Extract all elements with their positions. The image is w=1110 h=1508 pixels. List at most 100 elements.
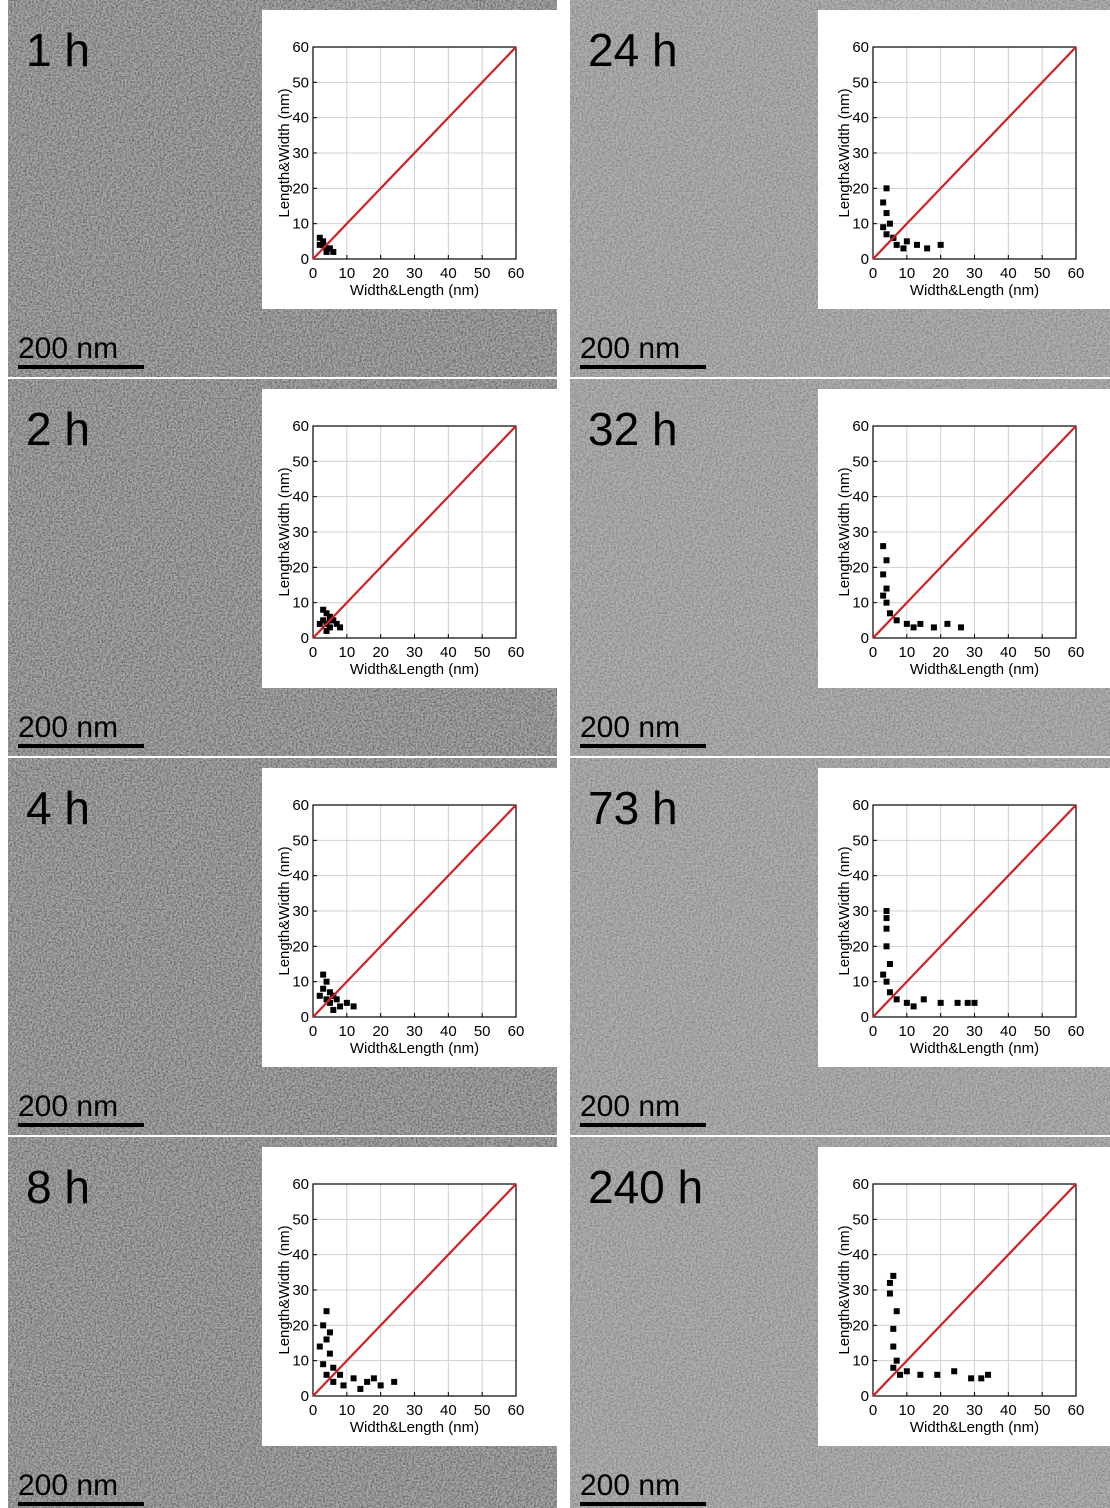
y-tick-label: 40 [852,1247,869,1264]
y-axis-title: Length&Width (nm) [276,1225,293,1354]
scatter-point [893,241,900,248]
scatter-point [903,1368,910,1375]
y-tick-label: 0 [301,251,309,268]
scale-bar-label: 200 nm [580,1469,680,1502]
y-tick-label: 10 [292,974,309,991]
y-tick-label: 50 [292,74,309,91]
scatter-point [323,1336,330,1343]
x-tick-label: 60 [1068,1402,1085,1419]
scatter-point [330,1378,337,1385]
y-tick-label: 60 [292,1176,309,1193]
x-tick-label: 40 [1000,644,1017,661]
x-tick-label: 40 [1000,1023,1017,1040]
scatter-point [910,624,917,631]
scatter-point [320,971,327,978]
scatter-point [320,241,327,248]
reference-line [312,425,517,639]
scatter-point [350,1375,357,1382]
scatter-point [316,241,323,248]
scatter-point [893,1308,900,1315]
scatter-point [337,1003,344,1010]
y-tick-label: 30 [852,145,869,162]
x-tick-label: 60 [508,265,525,282]
x-tick-label: 60 [1068,1023,1085,1040]
x-tick-label: 0 [869,265,877,282]
y-tick-label: 40 [292,110,309,127]
scatter-point [340,1382,347,1389]
x-tick-label: 10 [898,644,915,661]
y-tick-label: 10 [292,595,309,612]
y-tick-label: 40 [292,868,309,885]
scatter-point [326,999,333,1006]
scatter-point [330,1364,337,1371]
time-label: 73 h [588,782,678,834]
x-tick-label: 0 [309,265,317,282]
y-tick-label: 10 [852,216,869,233]
scatter-point [920,996,927,1003]
y-tick-label: 50 [292,832,309,849]
y-tick-label: 60 [852,1176,869,1193]
y-tick-label: 30 [852,1282,869,1299]
scatter-point [883,210,890,217]
reference-line [872,1183,1077,1397]
y-tick-label: 0 [861,1009,869,1026]
x-tick-label: 30 [406,265,423,282]
scatter-point [897,1371,904,1378]
y-tick-label: 20 [292,180,309,197]
y-tick-label: 30 [292,524,309,541]
plot-frame [312,425,517,639]
x-tick-label: 40 [440,265,457,282]
scatter-point [883,185,890,192]
scatter-point [890,1343,897,1350]
y-tick-label: 20 [852,559,869,576]
scatter-point [370,1375,377,1382]
scatter-point [886,610,893,617]
scatter-point [930,624,937,631]
scatter-point [350,1003,357,1010]
scatter-point [883,925,890,932]
y-tick-label: 20 [852,1317,869,1334]
y-tick-label: 10 [292,1353,309,1370]
scatter-point [326,989,333,996]
scatter-point [326,1329,333,1336]
scatter-point [893,617,900,624]
scatter-point [323,1371,330,1378]
x-tick-label: 50 [1034,644,1051,661]
x-tick-label: 30 [406,1402,423,1419]
scatter-point [883,908,890,914]
scatter-point [323,610,330,617]
x-tick-label: 20 [372,1023,389,1040]
x-tick-label: 60 [508,1023,525,1040]
scatter-point [886,989,893,996]
x-axis-title: Width&Length (nm) [350,1040,479,1057]
plot-frame [872,425,1077,639]
scatter-point [883,978,890,985]
y-tick-label: 0 [861,1388,869,1405]
scale-bar [580,744,706,748]
y-tick-label: 60 [292,797,309,814]
scatter-point [391,1378,398,1385]
x-tick-label: 0 [869,1402,877,1419]
x-tick-label: 10 [898,1023,915,1040]
x-axis-title: Width&Length (nm) [350,1419,479,1436]
x-tick-label: 10 [338,644,355,661]
y-tick-label: 20 [852,180,869,197]
scale-bar-label: 200 nm [18,1090,118,1123]
x-tick-label: 40 [440,1402,457,1419]
scatter-point [880,592,887,599]
scatter-point [968,1375,975,1382]
scatter-point [337,1371,344,1378]
y-tick-label: 60 [292,39,309,56]
x-tick-label: 30 [966,1402,983,1419]
time-label: 8 h [26,1161,90,1213]
scatter-point [316,992,323,999]
scale-bar [580,1502,706,1506]
scatter-point [934,1371,941,1378]
time-label: 240 h [588,1161,703,1213]
scatter-point [917,1371,924,1378]
x-tick-label: 20 [932,265,949,282]
x-tick-label: 50 [474,265,491,282]
x-tick-label: 60 [1068,644,1085,661]
y-tick-label: 0 [861,251,869,268]
